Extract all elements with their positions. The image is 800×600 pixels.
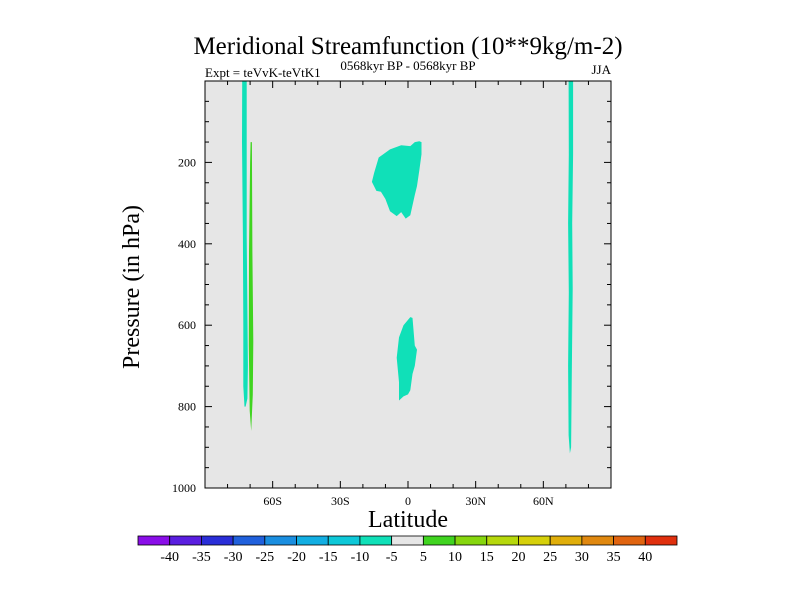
colorbar-label: 40 xyxy=(638,550,652,565)
x-tick-label: 0 xyxy=(405,494,411,508)
contour-region-1 xyxy=(396,317,417,401)
colorbar-box xyxy=(644,535,678,546)
colorbar-box xyxy=(454,535,488,546)
colorbar-label: 5 xyxy=(420,550,427,565)
y-tick-label: 1000 xyxy=(172,481,196,495)
colorbar-box xyxy=(169,535,202,546)
colorbar-box xyxy=(549,535,583,546)
y-axis-label: Pressure (in hPa) xyxy=(119,205,145,369)
colorbar-label: 35 xyxy=(607,550,621,565)
colorbar-label: 20 xyxy=(511,550,525,565)
colorbar-box xyxy=(137,535,171,546)
colorbar-box xyxy=(391,535,424,546)
colorbar-box xyxy=(486,535,519,546)
y-tick-label: 600 xyxy=(178,318,196,332)
chart-title: Meridional Streamfunction (10**9kg/m-2) xyxy=(193,33,622,60)
colorbar-box xyxy=(422,535,456,546)
colorbar-box xyxy=(581,535,614,546)
plot-area xyxy=(205,81,611,488)
colorbar-box xyxy=(296,535,329,546)
y-tick-label: 800 xyxy=(178,400,196,414)
chart-subtitle-center: 0568kyr BP - 0568kyr BP xyxy=(340,58,475,73)
colorbar-label: 10 xyxy=(448,550,462,565)
colorbar-label: 15 xyxy=(480,550,494,565)
contour-region-3 xyxy=(248,142,254,431)
x-tick-label: 30N xyxy=(465,494,486,508)
colorbar-label: -25 xyxy=(255,550,274,565)
colorbar-label: -15 xyxy=(319,550,338,565)
contour-region-2 xyxy=(242,81,248,407)
y-tick-label: 200 xyxy=(178,155,196,169)
colorbar-label: 30 xyxy=(575,550,589,565)
chart-subtitle-right: JJA xyxy=(591,62,611,77)
colorbar-box xyxy=(359,535,393,546)
x-axis-label: Latitude xyxy=(368,507,448,533)
contour-regions xyxy=(242,81,574,454)
colorbar-label: -5 xyxy=(386,550,398,565)
colorbar-label: -30 xyxy=(224,550,243,565)
colorbar: -40 -35 -30 -25 -20 -15 -10 -5 5 10 15 20 25 30 35 40 xyxy=(137,535,678,565)
colorbar-label: -10 xyxy=(351,550,370,565)
colorbar-label: -20 xyxy=(287,550,306,565)
colorbar-label: -40 xyxy=(160,550,179,565)
x-tick-label: 60S xyxy=(263,494,282,508)
colorbar-label: 25 xyxy=(543,550,557,565)
x-tick-label: 30S xyxy=(331,494,350,508)
colorbar-box xyxy=(264,535,297,546)
chart-subtitle-left: Expt = teVvK-teVtK1 xyxy=(205,65,321,80)
y-tick-label: 400 xyxy=(178,237,196,251)
colorbar-box xyxy=(201,535,234,546)
axes: 60S 30S 0 30N 60N 200 400 600 800 1000 xyxy=(172,80,612,508)
colorbar-box xyxy=(232,535,266,546)
x-tick-label: 60N xyxy=(533,494,554,508)
colorbar-label: -35 xyxy=(192,550,211,565)
contour-region-4 xyxy=(568,81,574,454)
colorbar-box xyxy=(327,535,361,546)
colorbar-box xyxy=(518,535,551,546)
colorbar-box xyxy=(613,535,646,546)
contour-region-0 xyxy=(371,141,422,219)
